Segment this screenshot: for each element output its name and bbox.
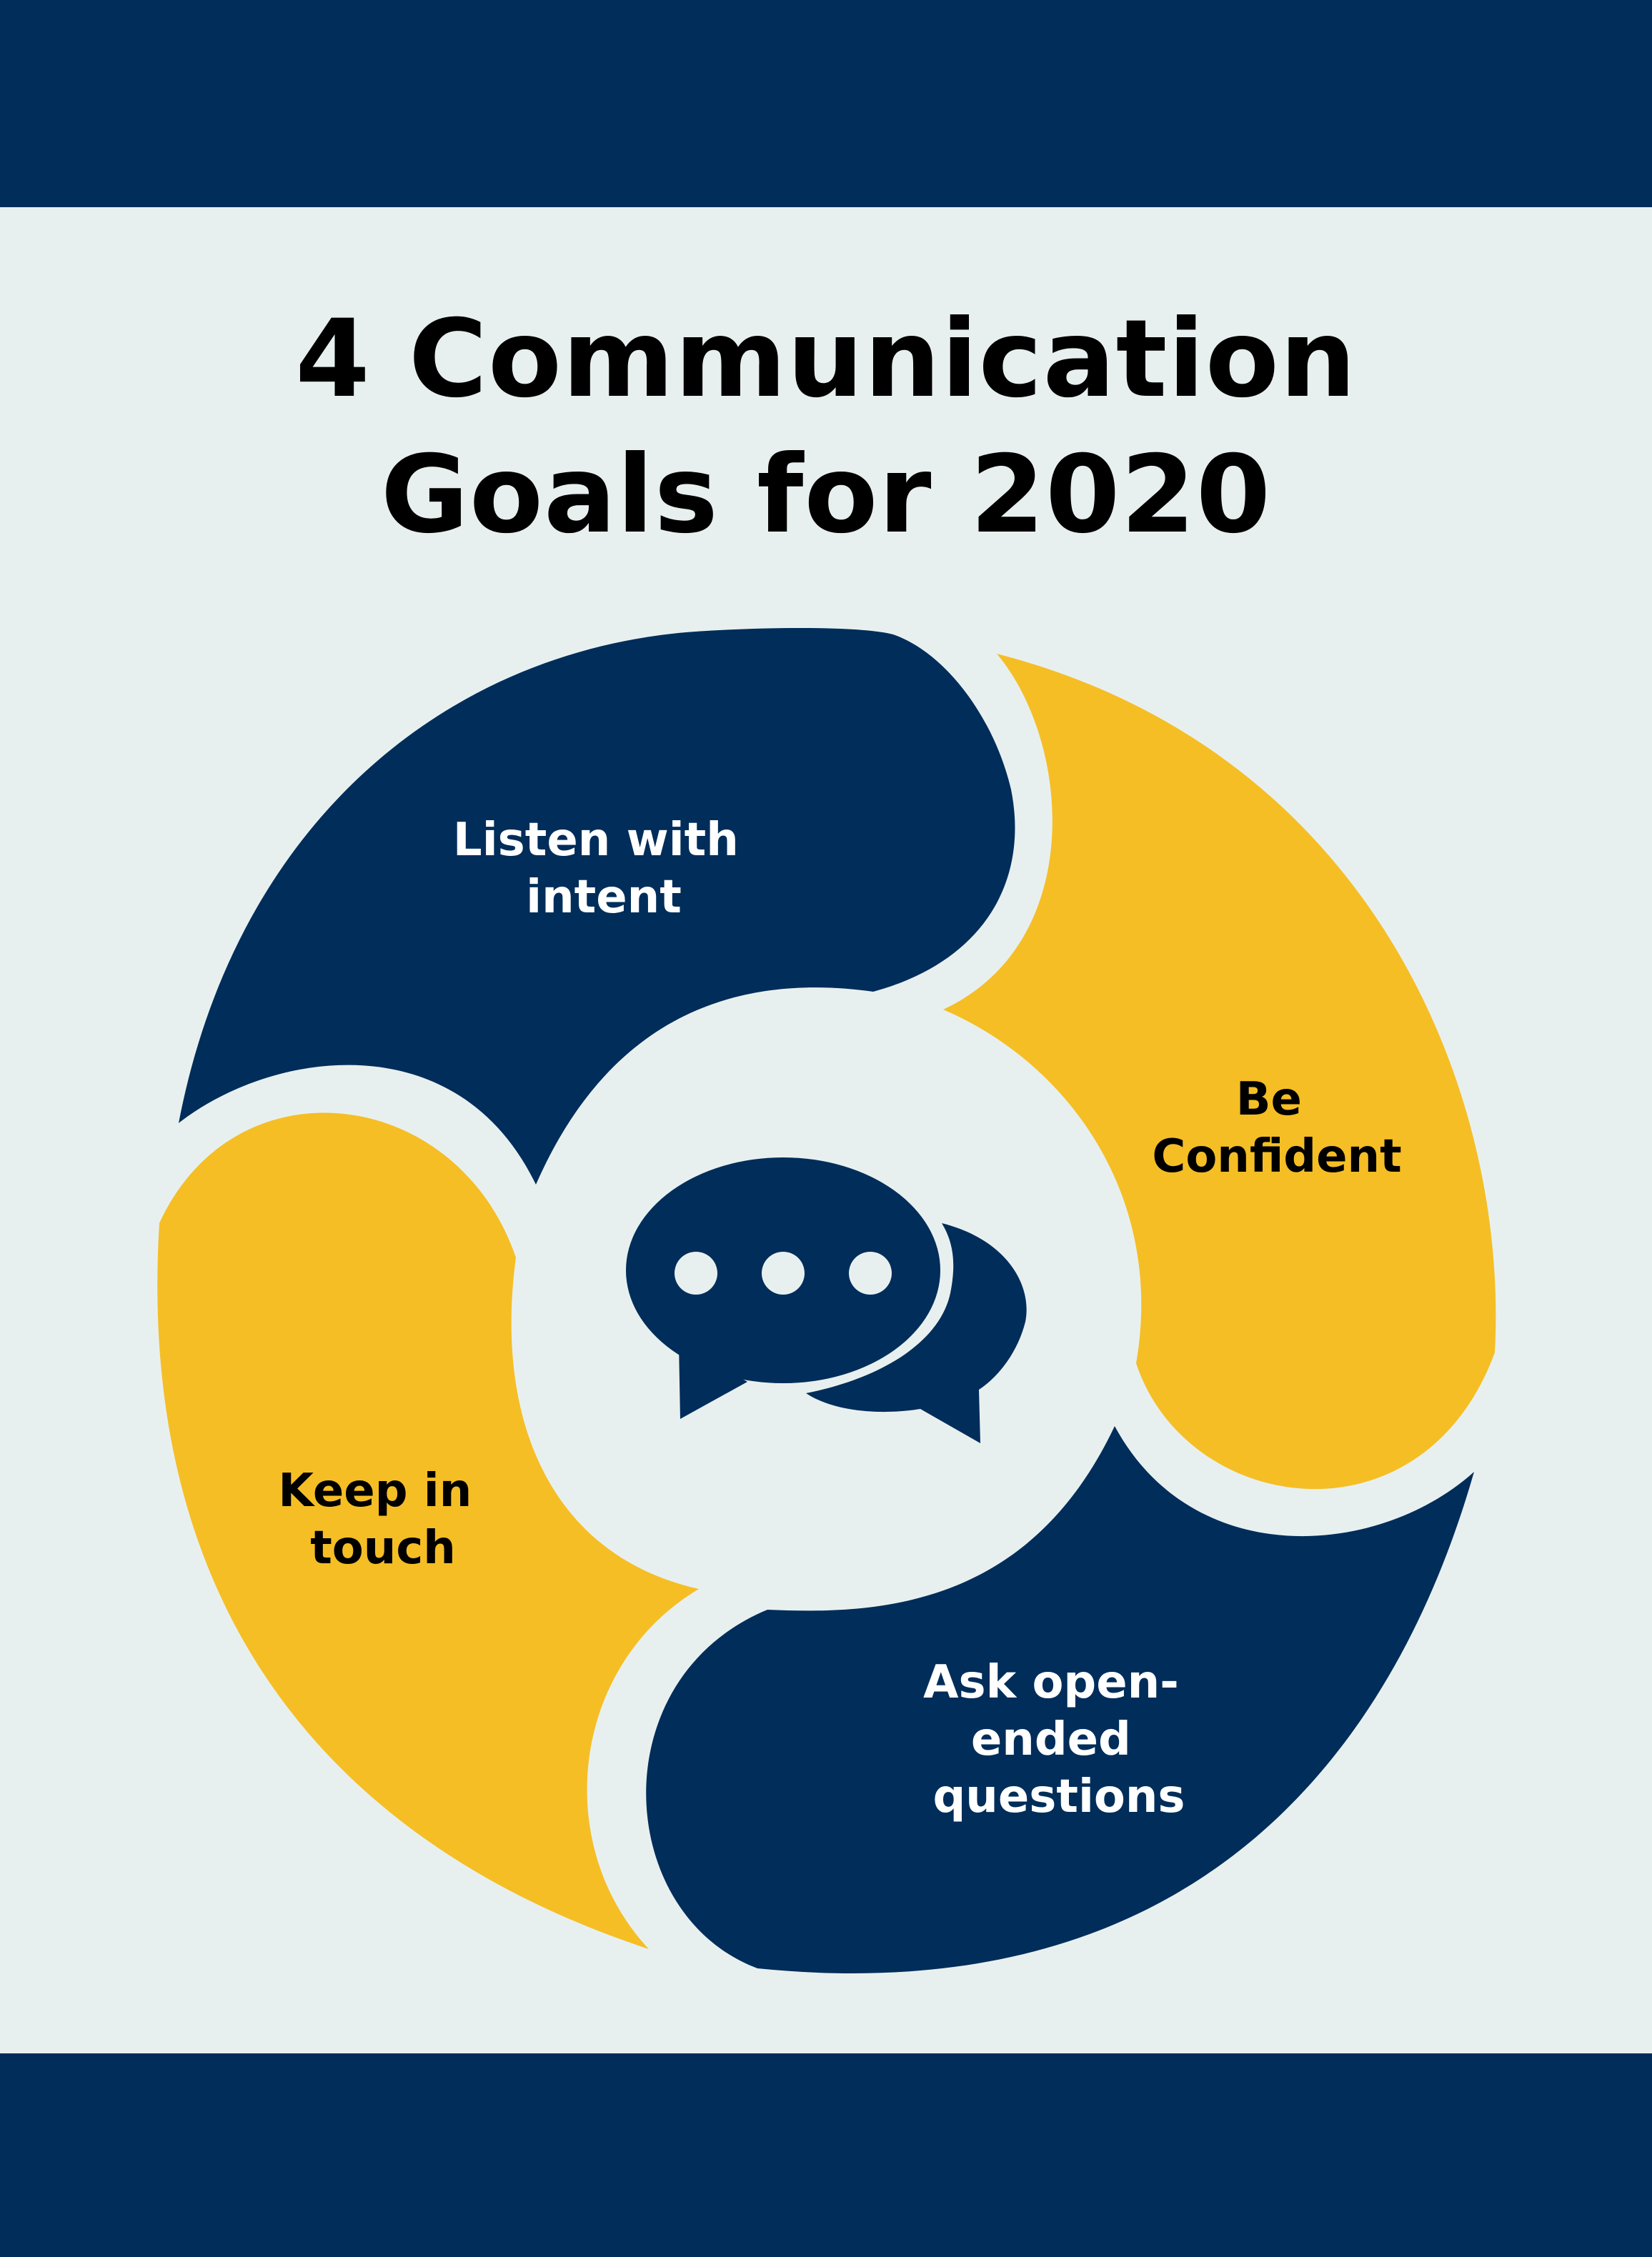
- chat-bubbles-icon: [626, 1157, 1027, 1443]
- top-banner: [0, 0, 1652, 207]
- goal-label-line: touch: [310, 1522, 456, 1575]
- page-title: 4 Communication Goals for 2020: [0, 292, 1652, 563]
- goal-label-line: ended: [971, 1713, 1131, 1766]
- goal-segment-keep: [157, 1112, 699, 1949]
- goal-label-line: Be: [1236, 1073, 1302, 1126]
- goal-label-confident: Be Confident: [1152, 1073, 1401, 1183]
- goal-label-ask: Ask open- ended questions: [923, 1656, 1195, 1823]
- goal-segment-listen: [179, 628, 1015, 1185]
- goal-label-line: Keep in: [278, 1465, 472, 1518]
- goal-label-line: intent: [526, 871, 682, 924]
- goal-label-line: Confident: [1152, 1130, 1401, 1183]
- goal-segment-ask: [646, 1426, 1475, 1973]
- goal-label-listen: Listen with intent: [453, 814, 755, 924]
- goal-label-line: questions: [932, 1770, 1185, 1823]
- goal-label-line: Ask open-: [923, 1656, 1179, 1709]
- goal-segment-confident: [943, 654, 1496, 1490]
- goal-label-line: Listen with: [453, 814, 739, 867]
- title-line-1: 4 Communication: [295, 297, 1357, 422]
- title-line-2: Goals for 2020: [380, 433, 1272, 557]
- goal-label-keep: Keep in touch: [278, 1465, 487, 1575]
- bottom-banner: [0, 2053, 1652, 2257]
